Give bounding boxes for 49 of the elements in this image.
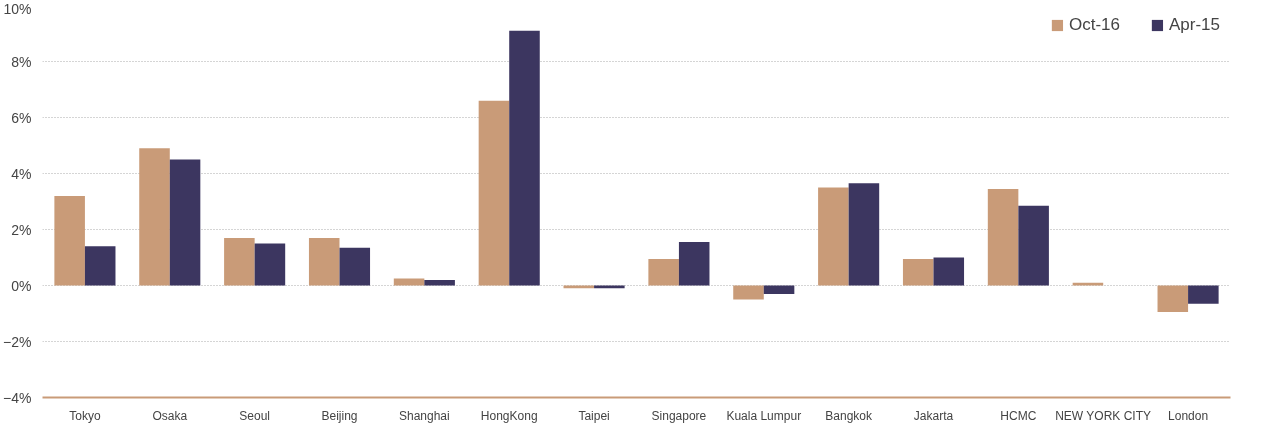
bar	[308, 237, 340, 286]
bar	[424, 279, 455, 286]
bar	[848, 183, 880, 286]
bar	[818, 187, 849, 286]
bar	[1018, 205, 1049, 286]
x-tick-label: Jakarta	[913, 408, 954, 423]
x-tick-label: Beijing	[321, 408, 358, 423]
x-tick-label: London	[1168, 408, 1209, 423]
bar	[84, 246, 116, 286]
bar	[139, 148, 170, 286]
x-tick-label: Shanghai	[399, 408, 450, 423]
y-tick-label: 10%	[3, 0, 32, 17]
legend-label: Apr-15	[1168, 15, 1220, 35]
bar	[1157, 285, 1189, 313]
legend-label: Oct-16	[1068, 15, 1120, 35]
x-tick-label: Singapore	[651, 408, 707, 423]
bar	[254, 243, 286, 286]
y-tick-label: 0%	[11, 277, 32, 294]
y-tick-label: −4%	[3, 389, 32, 406]
bar	[1072, 282, 1104, 286]
x-tick-label: Kuala Lumpur	[726, 408, 802, 423]
y-tick-label: 2%	[11, 221, 32, 238]
bar	[478, 100, 510, 286]
x-tick-label: Tokyo	[69, 408, 101, 423]
y-tick-label: −2%	[3, 333, 32, 350]
bar	[509, 30, 540, 286]
bar	[393, 278, 425, 286]
x-tick-label: Seoul	[239, 408, 270, 423]
bar	[169, 159, 201, 286]
x-tick-label: Bangkok	[825, 408, 873, 423]
x-tick-label: Osaka	[152, 408, 188, 423]
bar	[987, 188, 1019, 286]
x-tick-label: Taipei	[578, 408, 610, 423]
bar	[763, 285, 795, 294]
bar	[339, 247, 371, 286]
bar	[902, 258, 934, 286]
x-tick-label: HongKong	[480, 408, 538, 423]
bar	[224, 237, 255, 286]
x-tick-label: HCMC	[1000, 408, 1037, 423]
bar	[678, 242, 710, 286]
y-tick-label: 8%	[11, 53, 32, 70]
bar	[733, 285, 764, 300]
bar	[1188, 285, 1219, 304]
y-tick-label: 6%	[11, 109, 32, 126]
y-tick-label: 4%	[11, 165, 32, 182]
bar	[933, 257, 965, 286]
bar	[648, 258, 679, 286]
bar	[54, 195, 85, 286]
x-tick-label: NEW YORK CITY	[1055, 408, 1152, 423]
